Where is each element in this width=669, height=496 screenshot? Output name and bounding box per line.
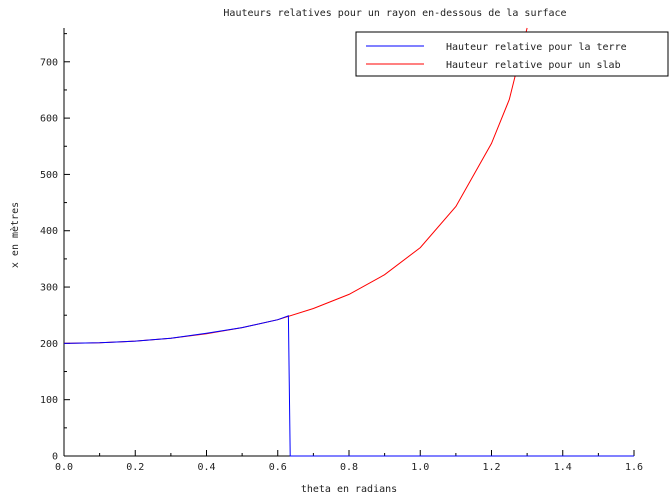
series-layer (63, 27, 634, 457)
y-tick-label: 300 (40, 283, 58, 294)
y-tick-label: 600 (40, 114, 58, 125)
legend-label-terre: Hauteur relative pour la terre (446, 42, 627, 53)
x-tick-label: 0.8 (340, 462, 358, 473)
y-tick-label: 0 (52, 452, 58, 463)
ticks: 0.0 0.2 0.4 0.6 0.8 1.0 1.2 1.4 1.6 0 100 200 300 400… (40, 33, 643, 473)
axes (63, 28, 634, 457)
x-axis-title: theta en radians (301, 484, 397, 495)
x-tick-label: 0.2 (126, 462, 144, 473)
y-axis-title: x en mètres (9, 202, 21, 268)
y-tick-label: 700 (40, 57, 58, 68)
x-tick-label: 1.4 (554, 462, 572, 473)
legend-label-slab: Hauteur relative pour un slab (446, 60, 621, 71)
x-tick-label: 0.4 (197, 462, 215, 473)
y-tick-label: 400 (40, 226, 58, 237)
x-tick-label: 0.6 (269, 462, 287, 473)
x-tick-label: 1.2 (482, 462, 500, 473)
series-line-0 (63, 315, 634, 457)
y-tick-label: 100 (40, 395, 58, 406)
x-tick-label: 0.0 (55, 462, 73, 473)
chart-title: Hauteurs relatives pour un rayon en-dess… (223, 8, 566, 19)
x-tick-label: 1.0 (411, 462, 429, 473)
legend: Hauteur relative pour la terre Hauteur r… (355, 31, 669, 77)
x-tick-label: 1.6 (625, 462, 643, 473)
legend-box (355, 31, 669, 77)
y-tick-label: 500 (40, 170, 58, 181)
y-tick-label: 200 (40, 339, 58, 350)
